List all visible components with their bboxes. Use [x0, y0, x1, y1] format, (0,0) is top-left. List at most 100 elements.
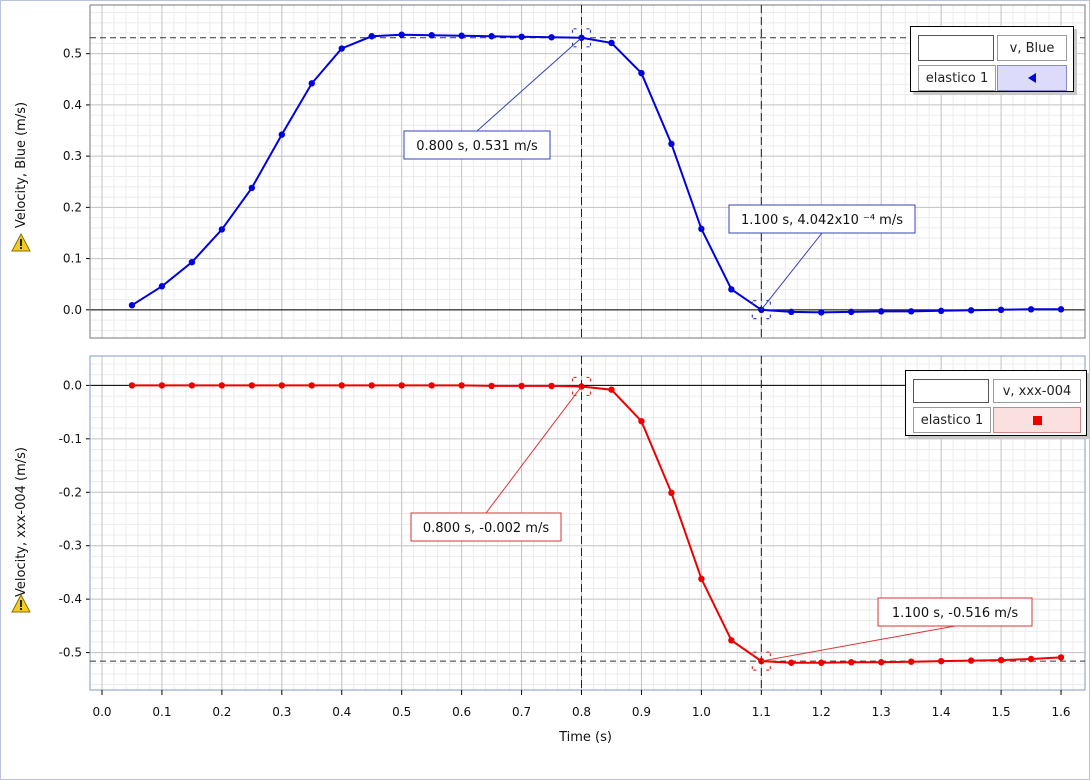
- data-point[interactable]: [278, 382, 286, 389]
- data-point[interactable]: [278, 131, 286, 138]
- data-point[interactable]: [398, 31, 405, 38]
- data-point[interactable]: [188, 382, 196, 389]
- data-point[interactable]: [608, 39, 615, 47]
- x-tick-label: 1.1: [752, 705, 771, 719]
- data-point[interactable]: [488, 382, 495, 390]
- square-icon: [1032, 415, 1042, 425]
- annotation-leader: [761, 625, 956, 662]
- data-point[interactable]: [548, 34, 555, 41]
- y-tick-label: -0.5: [59, 646, 82, 660]
- data-point[interactable]: [518, 33, 525, 40]
- data-point[interactable]: [967, 657, 975, 664]
- x-tick-label: 0.2: [212, 705, 231, 719]
- x-tick-label: 1.2: [812, 705, 831, 719]
- x-tick-label: 0.5: [392, 705, 411, 719]
- data-point[interactable]: [878, 659, 885, 666]
- x-tick-label: 1.6: [1051, 705, 1070, 719]
- triangle-left-icon: [1028, 73, 1036, 83]
- data-point[interactable]: [638, 69, 645, 77]
- bottom-legend[interactable]: v, xxx-004 elastico 1: [905, 370, 1087, 436]
- annotation-leader: [485, 386, 582, 514]
- plot-frame: [89, 355, 1086, 691]
- data-point[interactable]: [788, 308, 795, 316]
- annotation-leader: [760, 232, 823, 310]
- annotation-label: 0.800 s, -0.002 m/s: [423, 521, 549, 536]
- data-point[interactable]: [638, 417, 645, 425]
- x-tick-label: 0.6: [452, 705, 471, 719]
- series-line: [132, 384, 1062, 664]
- y-tick-label: 0.0: [63, 303, 82, 317]
- data-point[interactable]: [668, 140, 675, 148]
- data-point[interactable]: [937, 307, 945, 315]
- data-point[interactable]: [788, 659, 795, 666]
- data-point[interactable]: [218, 382, 226, 389]
- data-point[interactable]: [248, 184, 256, 192]
- data-point[interactable]: [818, 659, 825, 666]
- y-axis-title[interactable]: Velocity, xxx-004 (m/s): [14, 447, 29, 597]
- data-point[interactable]: [698, 575, 705, 583]
- x-tick-label: 1.0: [692, 705, 711, 719]
- data-point[interactable]: [488, 33, 495, 40]
- data-point[interactable]: [338, 45, 345, 52]
- data-point[interactable]: [818, 309, 825, 316]
- data-point[interactable]: [128, 382, 136, 389]
- warning-icon[interactable]: [11, 232, 31, 252]
- data-point[interactable]: [698, 225, 705, 233]
- warning-icon[interactable]: [11, 593, 31, 613]
- data-point[interactable]: [848, 308, 855, 316]
- data-point[interactable]: [458, 32, 465, 39]
- annotation-box[interactable]: [403, 130, 551, 160]
- data-point[interactable]: [308, 382, 315, 389]
- data-point[interactable]: [158, 382, 166, 389]
- data-point[interactable]: [368, 382, 375, 389]
- annotation-box[interactable]: [877, 597, 1033, 627]
- data-point[interactable]: [368, 33, 375, 40]
- y-tick-label: 0.1: [63, 252, 82, 266]
- data-point[interactable]: [338, 382, 345, 389]
- data-point[interactable]: [308, 80, 315, 87]
- data-point[interactable]: [608, 386, 615, 393]
- data-point[interactable]: [1027, 655, 1035, 663]
- annotation-box[interactable]: [728, 204, 916, 234]
- data-point[interactable]: [907, 308, 915, 315]
- data-point[interactable]: [728, 637, 735, 644]
- top-legend[interactable]: v, Blue elastico 1: [910, 26, 1074, 92]
- data-point[interactable]: [907, 658, 915, 665]
- data-point[interactable]: [458, 382, 465, 389]
- data-point[interactable]: [997, 656, 1005, 664]
- data-point[interactable]: [518, 382, 525, 390]
- y-axis-title[interactable]: Velocity, Blue (m/s): [14, 102, 29, 228]
- legend-symbol-button[interactable]: [993, 407, 1081, 433]
- data-point[interactable]: [1027, 306, 1035, 313]
- x-axis-title: Time (s): [558, 730, 612, 745]
- x-tick-label: 0.7: [512, 705, 531, 719]
- data-point[interactable]: [937, 657, 945, 665]
- data-point[interactable]: [248, 382, 256, 389]
- data-point[interactable]: [1057, 306, 1065, 313]
- data-point[interactable]: [668, 489, 675, 497]
- data-point[interactable]: [428, 32, 435, 39]
- y-tick-label: 0.3: [63, 149, 82, 163]
- data-point[interactable]: [848, 659, 855, 666]
- annotation-leader: [476, 37, 582, 132]
- annotation-box[interactable]: [410, 512, 562, 542]
- data-point[interactable]: [128, 302, 136, 309]
- data-point[interactable]: [158, 283, 166, 290]
- data-point[interactable]: [428, 382, 435, 389]
- data-point[interactable]: [878, 308, 885, 315]
- data-point[interactable]: [218, 226, 226, 233]
- data-point[interactable]: [398, 382, 405, 389]
- data-point[interactable]: [188, 258, 196, 266]
- bottom-plot-area[interactable]: 0.0 -0.1 -0.2 -0.3 -0.4 -0.5: [59, 355, 1086, 691]
- warning-mark: [20, 239, 22, 246]
- data-point[interactable]: [997, 306, 1005, 314]
- legend-symbol-button[interactable]: [997, 65, 1067, 91]
- data-point[interactable]: [728, 286, 735, 293]
- x-tick-label: 1.3: [872, 705, 891, 719]
- data-point[interactable]: [548, 382, 555, 390]
- y-tick-label: 0.0: [63, 378, 82, 392]
- data-point[interactable]: [1057, 654, 1065, 661]
- data-point[interactable]: [967, 307, 975, 314]
- legend-series-header: v, xxx-004: [993, 379, 1081, 403]
